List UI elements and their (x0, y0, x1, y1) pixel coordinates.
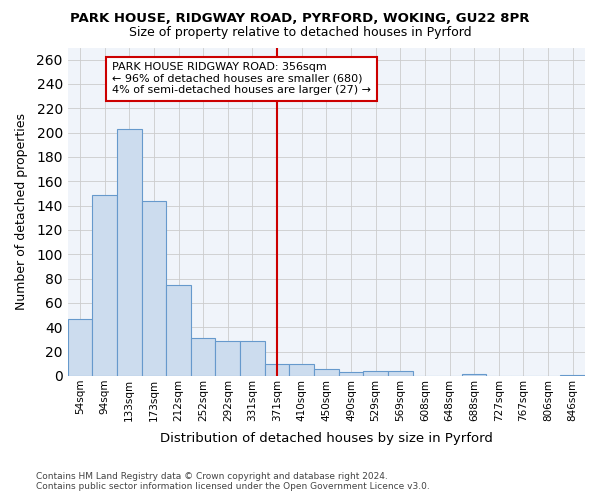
Text: Contains public sector information licensed under the Open Government Licence v3: Contains public sector information licen… (36, 482, 430, 491)
X-axis label: Distribution of detached houses by size in Pyrford: Distribution of detached houses by size … (160, 432, 493, 445)
Bar (338, 372, 363, 376)
Bar (117, 129, 142, 376)
Bar (240, 340, 265, 376)
Bar (142, 201, 166, 376)
Bar (166, 284, 191, 376)
Text: Size of property relative to detached houses in Pyrford: Size of property relative to detached ho… (128, 26, 472, 39)
Bar (388, 371, 413, 376)
Y-axis label: Number of detached properties: Number of detached properties (15, 113, 28, 310)
Bar (68, 319, 92, 376)
Bar (289, 364, 314, 376)
Text: PARK HOUSE, RIDGWAY ROAD, PYRFORD, WOKING, GU22 8PR: PARK HOUSE, RIDGWAY ROAD, PYRFORD, WOKIN… (70, 12, 530, 26)
Bar (265, 364, 289, 376)
Text: PARK HOUSE RIDGWAY ROAD: 356sqm
← 96% of detached houses are smaller (680)
4% of: PARK HOUSE RIDGWAY ROAD: 356sqm ← 96% of… (112, 62, 371, 96)
Bar (191, 338, 215, 376)
Bar (462, 374, 487, 376)
Bar (215, 340, 240, 376)
Text: Contains HM Land Registry data © Crown copyright and database right 2024.: Contains HM Land Registry data © Crown c… (36, 472, 388, 481)
Bar (560, 375, 585, 376)
Bar (92, 194, 117, 376)
Bar (314, 368, 338, 376)
Bar (363, 371, 388, 376)
